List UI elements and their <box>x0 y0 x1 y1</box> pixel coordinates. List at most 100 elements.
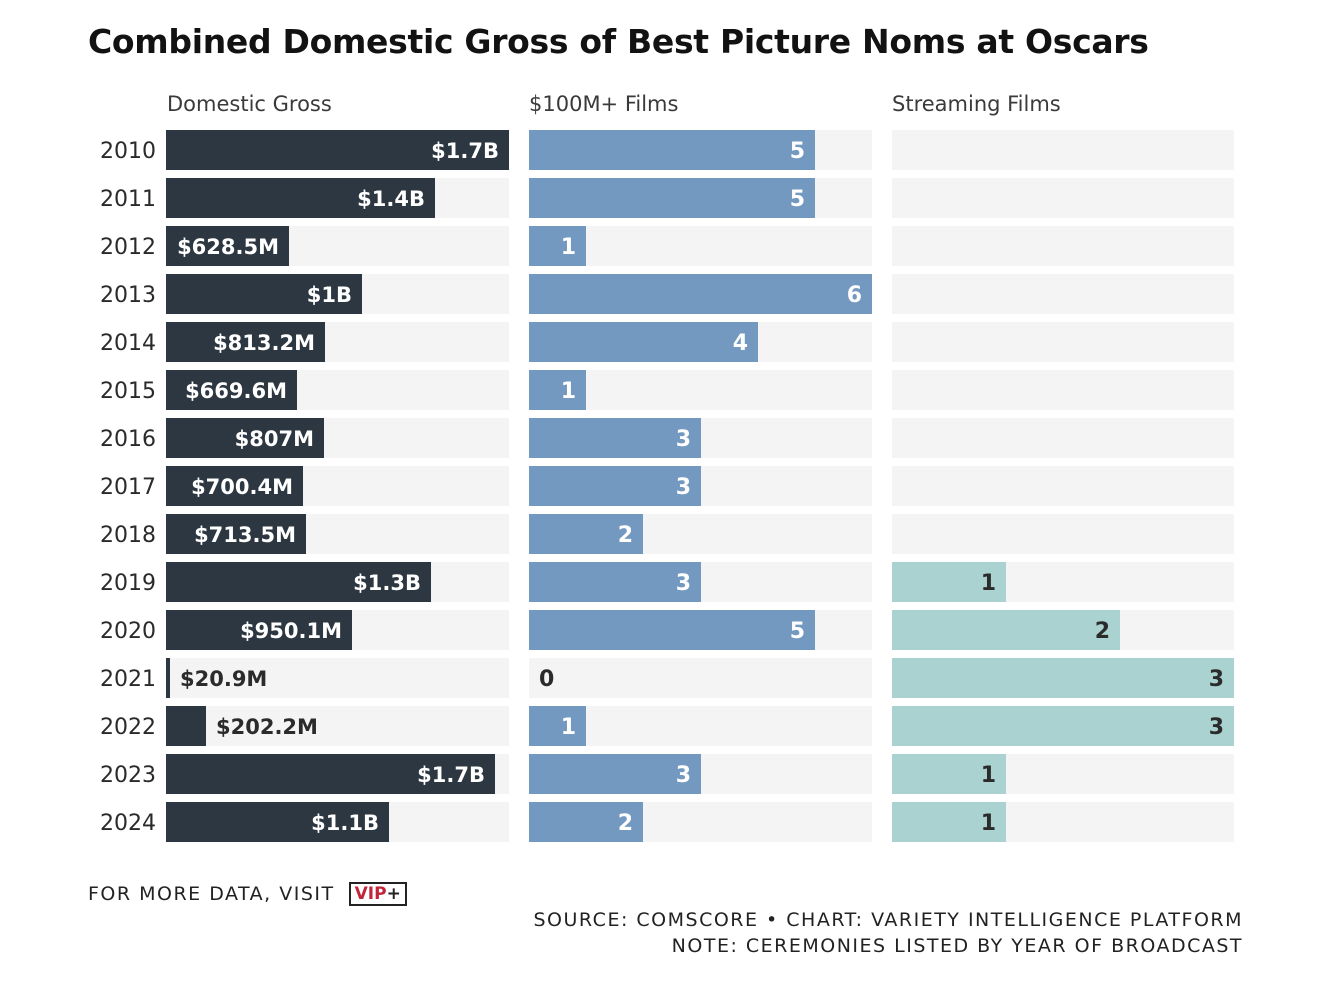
bar-track <box>529 706 872 746</box>
value-label-gross: $1.7B <box>431 139 499 163</box>
value-label-gross: $813.2M <box>213 331 315 355</box>
value-label-films: 4 <box>733 331 748 356</box>
bar-gross <box>166 658 170 698</box>
value-label-films: 1 <box>561 235 576 260</box>
value-label-streaming: 3 <box>1209 667 1224 692</box>
bar-gross <box>166 514 306 554</box>
bar-track <box>892 370 1234 410</box>
bar-streaming <box>892 610 1120 650</box>
year-label: 2021 <box>100 667 156 692</box>
bar-track <box>529 658 872 698</box>
bar-gross <box>166 418 324 458</box>
value-label-films: 2 <box>618 811 633 836</box>
bar-gross <box>166 226 289 266</box>
column-header-streaming-films: Streaming Films <box>892 92 1061 116</box>
bar-track <box>892 418 1234 458</box>
bar-films <box>529 514 643 554</box>
vip-plus-sign: + <box>386 884 401 904</box>
value-label-streaming: 2 <box>1095 619 1110 644</box>
year-label: 2015 <box>100 379 156 404</box>
bar-films <box>529 754 701 794</box>
value-label-films: 5 <box>790 139 805 164</box>
bar-track <box>892 130 1234 170</box>
column-header-100m-films: $100M+ Films <box>529 92 679 116</box>
value-label-gross: $1.7B <box>417 763 485 787</box>
year-label: 2014 <box>100 331 156 356</box>
footer-more-data: FOR MORE DATA, VISIT VIP+ <box>88 882 407 906</box>
bar-gross <box>166 322 325 362</box>
year-label: 2023 <box>100 763 156 788</box>
value-label-gross: $202.2M <box>216 715 318 739</box>
bar-gross <box>166 754 495 794</box>
value-label-films: 1 <box>561 379 576 404</box>
value-label-gross: $20.9M <box>180 667 267 691</box>
value-label-films: 3 <box>676 427 691 452</box>
year-label: 2013 <box>100 283 156 308</box>
bar-track <box>892 226 1234 266</box>
ceremony-note: NOTE: CEREMONIES LISTED BY YEAR OF BROAD… <box>671 935 1243 957</box>
bar-track <box>892 466 1234 506</box>
bar-gross <box>166 562 431 602</box>
value-label-films: 3 <box>676 475 691 500</box>
bar-films <box>529 418 701 458</box>
value-label-gross: $700.4M <box>191 475 293 499</box>
bar-track <box>529 226 872 266</box>
bar-streaming <box>892 754 1006 794</box>
year-label: 2019 <box>100 571 156 596</box>
value-label-films: 6 <box>847 283 862 308</box>
bar-streaming <box>892 706 1234 746</box>
year-label: 2012 <box>100 235 156 260</box>
bar-films <box>529 322 758 362</box>
bar-films <box>529 706 586 746</box>
bar-gross <box>166 466 303 506</box>
bar-gross <box>166 274 362 314</box>
value-label-films: 3 <box>676 571 691 596</box>
bar-track <box>166 706 509 746</box>
bar-gross <box>166 130 509 170</box>
bar-gross <box>166 706 206 746</box>
bar-films <box>529 274 872 314</box>
bar-streaming <box>892 562 1006 602</box>
year-label: 2022 <box>100 715 156 740</box>
year-label: 2018 <box>100 523 156 548</box>
bar-films <box>529 466 701 506</box>
bar-films <box>529 802 643 842</box>
column-header-domestic-gross: Domestic Gross <box>167 92 332 116</box>
year-label: 2016 <box>100 427 156 452</box>
bar-track <box>529 370 872 410</box>
value-label-films: 5 <box>790 619 805 644</box>
value-label-gross: $1.4B <box>357 187 425 211</box>
value-label-gross: $669.6M <box>185 379 287 403</box>
value-label-gross: $1.3B <box>353 571 421 595</box>
value-label-streaming: 1 <box>981 811 996 836</box>
year-label: 2024 <box>100 811 156 836</box>
bar-track <box>166 658 509 698</box>
value-label-streaming: 1 <box>981 763 996 788</box>
value-label-gross: $807M <box>235 427 314 451</box>
bar-films <box>529 610 815 650</box>
bar-gross <box>166 178 435 218</box>
bar-streaming <box>892 658 1234 698</box>
year-label: 2017 <box>100 475 156 500</box>
bar-films <box>529 130 815 170</box>
bar-track <box>892 274 1234 314</box>
value-label-gross: $713.5M <box>194 523 296 547</box>
year-label: 2010 <box>100 139 156 164</box>
value-label-films: 1 <box>561 715 576 740</box>
value-label-gross: $628.5M <box>177 235 279 259</box>
bar-streaming <box>892 802 1006 842</box>
bar-track <box>892 178 1234 218</box>
vip-logo-text: VIP <box>354 884 387 904</box>
bar-track <box>892 322 1234 362</box>
value-label-films: 2 <box>618 523 633 548</box>
year-label: 2020 <box>100 619 156 644</box>
value-label-films: 5 <box>790 187 805 212</box>
vip-plus-logo[interactable]: VIP+ <box>348 882 407 906</box>
value-label-gross: $1.1B <box>311 811 379 835</box>
value-label-films: 3 <box>676 763 691 788</box>
bar-films <box>529 178 815 218</box>
value-label-gross: $1B <box>307 283 352 307</box>
bar-films <box>529 562 701 602</box>
more-data-text: FOR MORE DATA, VISIT <box>88 883 335 905</box>
